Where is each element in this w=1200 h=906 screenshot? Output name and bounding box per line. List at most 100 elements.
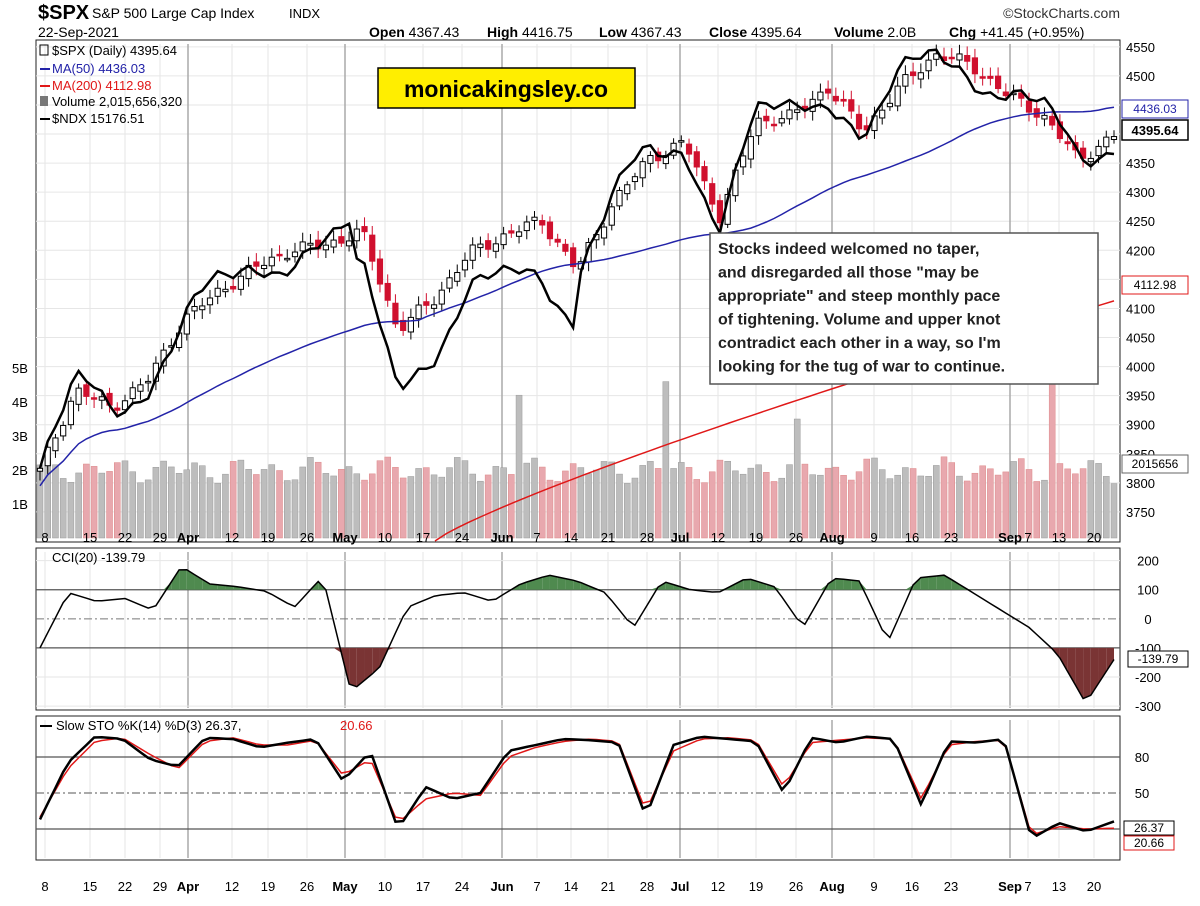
x-tick-label: 24 (455, 879, 469, 894)
cci-fill-positive (735, 579, 744, 590)
cci-fill-positive (580, 582, 589, 590)
volume-bar (59, 478, 67, 539)
candle-body (624, 184, 631, 195)
candle-body (345, 240, 353, 247)
candle-body (1049, 115, 1056, 126)
volume-bar (222, 473, 229, 539)
candle-body (400, 319, 407, 331)
x-tick-label: 13 (1052, 530, 1066, 545)
volume-bar (1087, 460, 1095, 539)
volume-bar (647, 461, 654, 539)
volume-bar (1033, 481, 1040, 539)
stat-open: Open 4367.43 (369, 24, 459, 40)
candle-body (987, 75, 994, 79)
brand-watermark[interactable]: ©StockCharts.com (1003, 5, 1120, 21)
cci-fill-negative (1106, 647, 1114, 672)
candle-body (260, 264, 268, 270)
volume-bar (392, 467, 399, 539)
candle-body (956, 53, 963, 61)
cci-fill-positive (186, 569, 195, 590)
price-tick-label: 4100 (1126, 301, 1155, 316)
volume-bar (461, 460, 469, 539)
volume-bar (755, 464, 762, 539)
cci-fill-positive (936, 575, 945, 590)
x-tick-label: 12 (225, 879, 239, 894)
x-tick-label: 12 (711, 879, 725, 894)
candle-body (948, 56, 955, 60)
x-tick-label: 22 (118, 530, 132, 545)
x-tick-label: 8 (41, 879, 48, 894)
cci-tick-label: 200 (1137, 554, 1159, 569)
volume-bars: 1B 2B 3B 4B 5B (12, 361, 1118, 539)
volume-bar (608, 461, 616, 539)
x-tick-label: Aug (819, 879, 844, 894)
cci-panel (35, 547, 1121, 711)
volume-bar (361, 479, 368, 539)
close-value-label: 4395.64 (1132, 123, 1180, 138)
volume-bar (160, 460, 167, 539)
volume-bar (848, 479, 855, 539)
volume-bar (538, 466, 546, 539)
cci-fill-positive (565, 578, 574, 590)
candle-body (446, 277, 453, 289)
volume-bar (878, 469, 886, 539)
price-tick-label: 4200 (1126, 243, 1155, 258)
volume-bar (137, 482, 144, 539)
volume-bar (484, 474, 492, 539)
candle-body (214, 287, 221, 297)
candle-body (83, 384, 90, 397)
candle-body (631, 176, 639, 183)
x-tick-label: 26 (789, 530, 803, 545)
candle-body (492, 243, 499, 252)
cci-fill-positive (859, 580, 867, 590)
candle-body (485, 240, 492, 250)
x-tick-label: May (332, 879, 358, 894)
volume-bar (199, 465, 206, 539)
cci-fill-positive (549, 575, 558, 590)
x-tick-label: 17 (416, 879, 430, 894)
volume-bar (183, 469, 191, 539)
x-tick-label: 23 (944, 879, 958, 894)
volume-bar (670, 468, 677, 539)
candle-body (515, 231, 523, 237)
volume-bar (229, 461, 237, 539)
volume-bar (330, 475, 337, 539)
ohlc-stats: Open 4367.43 High 4416.75 Low 4367.43 Close… (369, 24, 1084, 40)
volume-bar (948, 462, 955, 539)
volume-bar (144, 479, 152, 539)
last-value-labels: 4436.03 4395.64 4112.98 2015656 (1121, 99, 1189, 474)
candle-body (508, 230, 515, 234)
cci-line (39, 569, 1115, 700)
x-tick-label: 24 (455, 530, 469, 545)
candle-body (253, 261, 260, 267)
candle-body (191, 305, 198, 312)
volume-bar (345, 466, 353, 539)
x-tick-label: 10 (378, 530, 392, 545)
volume-bar (546, 479, 554, 539)
cci-fill-positive (202, 579, 210, 590)
volume-bar (685, 467, 693, 539)
candle-body (917, 72, 924, 80)
candle-body (1087, 157, 1094, 163)
candle-body (52, 437, 59, 452)
cci-fill-positive (913, 577, 921, 590)
annotation-text: Stocks indeed welcomed no taper, and disr… (718, 241, 1005, 376)
candle-body (376, 258, 384, 285)
candle-body (740, 155, 747, 168)
candle-body (477, 243, 484, 249)
candle-body (825, 88, 832, 94)
cci-fill-negative (387, 647, 396, 650)
stat-chg: Chg +41.45 (+0.95%) (949, 24, 1084, 40)
candle-body (616, 189, 623, 207)
x-tick-label: 29 (153, 879, 167, 894)
x-tick-label: Apr (177, 879, 199, 894)
cci-fill-positive (179, 569, 187, 590)
candle-body (268, 256, 275, 267)
cci-fill-negative (1059, 647, 1068, 672)
volume-bar (585, 473, 592, 539)
candle-body (369, 234, 376, 262)
volume-bar (515, 394, 523, 539)
candle-body (114, 407, 121, 411)
site-watermark: monicakingsley.co (377, 67, 636, 109)
candle-body (600, 226, 608, 239)
